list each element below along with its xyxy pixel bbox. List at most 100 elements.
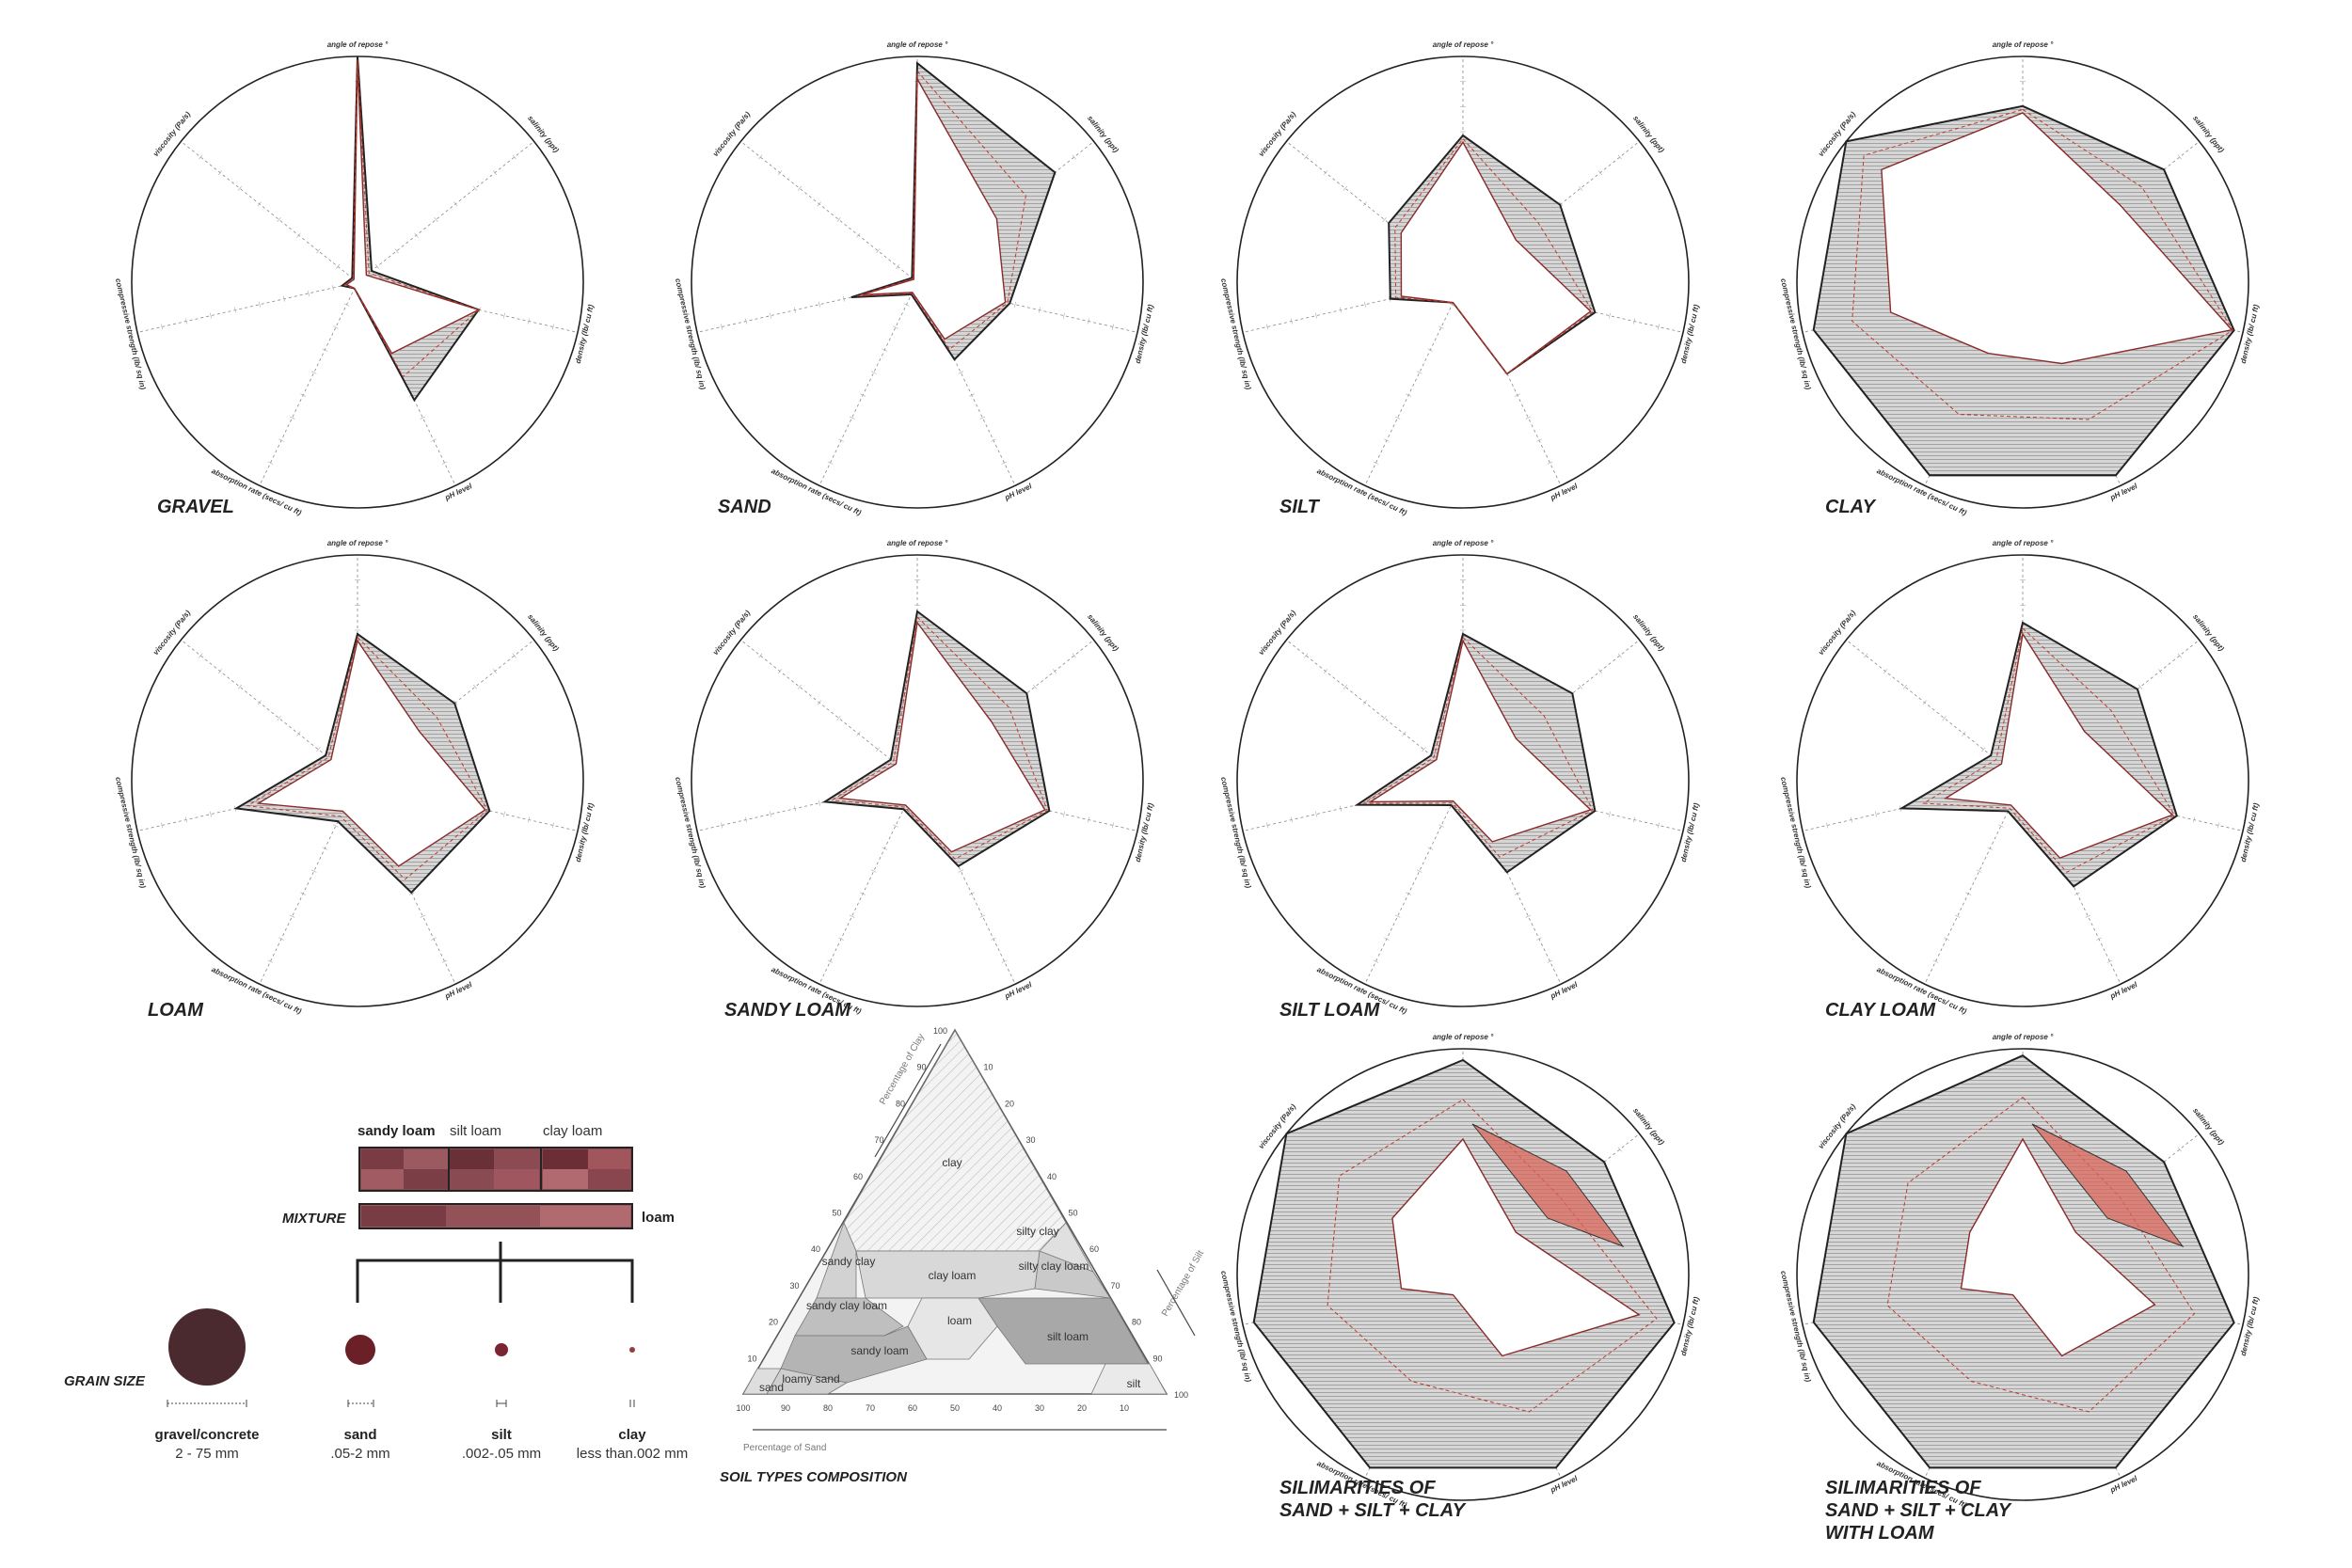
radar-tick xyxy=(1449,303,1455,307)
radar-axis-label: angle of repose ° xyxy=(1993,40,2054,49)
radar-tick xyxy=(1112,324,1114,330)
grain-range-clay: less than.002 mm xyxy=(577,1446,688,1462)
silt-grain-circle xyxy=(495,1343,508,1356)
radar-axis-label: salinity (ppt) xyxy=(1631,612,1666,653)
radar-title: SILT LOAM xyxy=(1279,1000,1381,1021)
clay-grain-circle xyxy=(629,1347,635,1353)
radar-axis-label: compressive strength (lb/ sq in) xyxy=(674,277,707,390)
radar-axis xyxy=(259,281,358,486)
radar-axis xyxy=(136,281,358,333)
triangle-tick-sand: 40 xyxy=(993,1403,1002,1413)
radar-tick xyxy=(991,937,996,941)
radar-tick xyxy=(420,416,426,420)
radar-tick xyxy=(849,416,855,420)
radar-tick xyxy=(1343,684,1348,689)
radar-tick xyxy=(1014,301,1016,308)
radar-tick xyxy=(958,371,964,374)
radar-tick xyxy=(217,170,223,176)
radar-axis xyxy=(1286,640,1464,782)
radar-tick xyxy=(876,248,881,254)
radar-axis-label: angle of repose ° xyxy=(1993,1033,2054,1041)
radar-axis-label: salinity (ppt) xyxy=(1631,114,1666,154)
radar-tick xyxy=(1343,185,1348,191)
zone-label-silty-clay-loam: silty clay loam xyxy=(1019,1259,1089,1273)
triangle-tick-clay: 100 xyxy=(933,1026,947,1036)
radar-tick xyxy=(838,937,844,941)
sand-grain-circle xyxy=(345,1335,375,1365)
radar-tick xyxy=(1394,914,1401,918)
radar-outline xyxy=(691,554,1144,1007)
radar-tick xyxy=(838,438,844,442)
radar-tick xyxy=(2177,1147,2182,1152)
radar-tick xyxy=(969,393,975,397)
radar-outline xyxy=(1236,554,1690,1007)
radar-axis-label: angle of repose ° xyxy=(887,539,948,547)
mixture-result-label: loam xyxy=(642,1210,675,1226)
zone-label-loam: loam xyxy=(947,1314,972,1327)
radar-tick xyxy=(1373,461,1379,465)
radar-tick xyxy=(856,232,861,238)
radar-tick xyxy=(1088,816,1089,823)
radar-tick xyxy=(1422,747,1426,752)
radar-tick xyxy=(818,800,820,806)
radar-axis xyxy=(1364,780,1464,985)
radar-tick xyxy=(1438,325,1444,329)
radar-tick xyxy=(958,869,964,873)
radar-tick xyxy=(1427,348,1434,352)
radar-tick xyxy=(528,318,530,325)
radar-tick xyxy=(794,307,796,313)
radar-axis-label: salinity (ppt) xyxy=(1631,1106,1666,1147)
radar-tick xyxy=(1382,216,1387,223)
radar-tick xyxy=(836,715,841,721)
radar-inner-polygon xyxy=(1400,140,1592,375)
radar-tick xyxy=(1384,937,1390,941)
radar-axis-label: angle of repose ° xyxy=(887,40,948,49)
radar-tick xyxy=(1864,653,1868,658)
radar-tick xyxy=(1633,816,1635,823)
triangle-tick-clay: 30 xyxy=(789,1281,799,1291)
radar-tick xyxy=(991,438,996,442)
radar-tick xyxy=(777,170,783,176)
radar-tick xyxy=(257,700,262,705)
triangle-axis-arrows xyxy=(753,1043,1196,1431)
radar-tick xyxy=(1902,684,1908,689)
radar-similarity-highlight xyxy=(2031,1123,2185,1248)
radar-tick xyxy=(1536,438,1542,442)
mixture-bracket xyxy=(356,1242,634,1303)
triangle-tick-sand: 10 xyxy=(1120,1403,1129,1413)
radar-tick xyxy=(278,937,284,941)
radar-tick xyxy=(512,653,516,658)
radar-axis xyxy=(740,640,918,782)
radar-axis xyxy=(259,780,358,985)
radar-tick xyxy=(818,301,820,308)
radar-tick xyxy=(1315,312,1317,319)
radar-tick xyxy=(1382,715,1387,721)
radar-tick xyxy=(777,669,783,674)
radar-inner-polygon xyxy=(344,63,481,355)
radar-tick xyxy=(979,914,986,918)
radar-tick xyxy=(1291,816,1293,823)
radar-tick xyxy=(1394,416,1401,420)
radar-tick xyxy=(1063,811,1065,817)
grain-scale-marks xyxy=(167,1400,635,1407)
radar-tick xyxy=(479,307,481,313)
radar-tick xyxy=(492,170,498,176)
radar-tick xyxy=(1112,822,1114,829)
radar-tick xyxy=(1402,731,1406,736)
radar-axis-label: absorption rate (secs/ cu ft) xyxy=(1315,467,1408,517)
triangle-tick-sand: 80 xyxy=(823,1403,833,1413)
radar-tick xyxy=(1578,185,1583,191)
radar-tick xyxy=(1340,805,1342,812)
radar-tick xyxy=(1547,461,1553,465)
radar-tick xyxy=(316,747,321,752)
radar-tick xyxy=(420,914,426,918)
triangle-tick-silt: 80 xyxy=(1132,1318,1141,1327)
triangle-tick-sand: 60 xyxy=(908,1403,917,1413)
radar-tick xyxy=(1976,869,1982,873)
radar-axis xyxy=(2022,780,2122,985)
radar-chart-6: angle of repose °salinity (ppt)density (… xyxy=(1219,539,1701,1021)
zone-sand xyxy=(742,1368,782,1395)
radar-tick xyxy=(1416,869,1422,873)
radar-outline xyxy=(691,55,1144,509)
radar-tick xyxy=(1826,822,1828,829)
